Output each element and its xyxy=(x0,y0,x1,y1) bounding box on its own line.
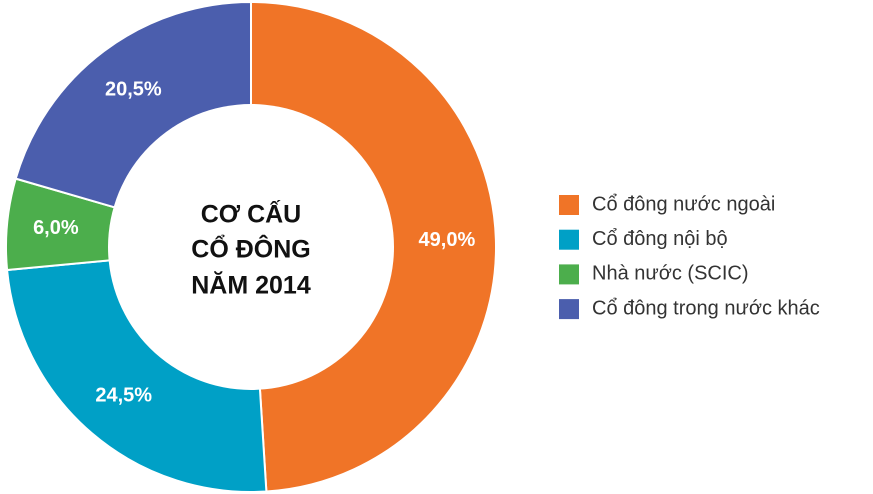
chart-title: NĂM 2014 xyxy=(191,271,311,300)
data-label: 6,0% xyxy=(33,217,79,239)
legend-label: Cổ đông nước ngoài xyxy=(592,193,775,215)
data-label: 20,5% xyxy=(105,79,162,101)
chart-title: CƠ CẤU xyxy=(201,200,302,229)
legend-label: Cổ đông trong nước khác xyxy=(592,297,820,319)
legend-label: Cổ đông nội bộ xyxy=(592,228,728,250)
data-label: 24,5% xyxy=(95,384,152,406)
legend-swatch xyxy=(559,299,579,320)
donut-hole xyxy=(108,104,394,390)
data-label: 49,0% xyxy=(419,229,476,251)
chart-title: CỔ ĐÔNG xyxy=(191,234,310,264)
legend-swatch xyxy=(559,195,579,215)
legend-swatch xyxy=(559,264,579,285)
legend-swatch xyxy=(559,229,579,250)
legend-label: Nhà nước (SCIC) xyxy=(592,263,749,285)
